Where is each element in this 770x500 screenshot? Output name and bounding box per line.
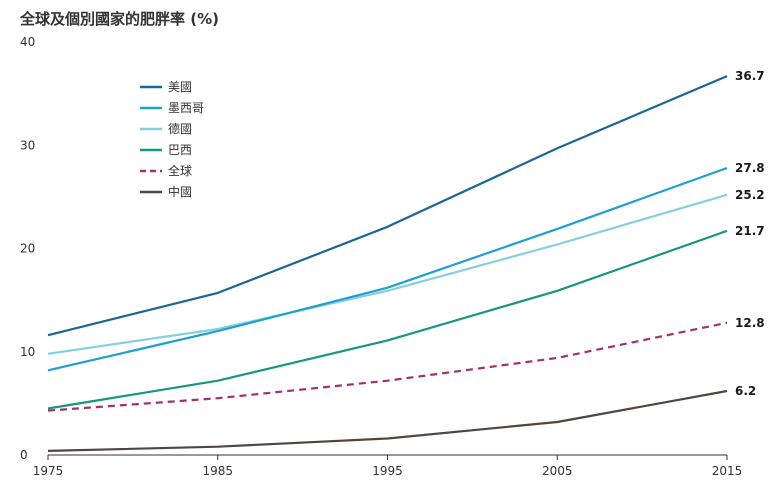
end-value-label: 36.7: [735, 69, 765, 83]
y-tick-label: 40: [20, 35, 35, 49]
series-line: [47, 193, 728, 355]
end-value-label: 21.7: [735, 224, 765, 238]
legend-label: 巴西: [168, 143, 192, 157]
series-line: [47, 321, 728, 412]
y-tick-label: 20: [20, 242, 35, 256]
series-line: [47, 229, 728, 410]
x-tick-label: 1985: [202, 464, 233, 478]
series-line: [47, 166, 728, 372]
series-line: [47, 389, 728, 452]
x-tick-label: 1995: [372, 464, 403, 478]
legend-label: 美國: [168, 80, 192, 94]
end-value-label: 27.8: [735, 161, 765, 175]
x-tick-label: 2005: [542, 464, 573, 478]
legend-label: 德國: [168, 121, 192, 136]
legend-label: 墨西哥: [168, 101, 204, 115]
end-value-label: 6.2: [735, 384, 756, 398]
chart-title: 全球及個別國家的肥胖率 (%): [20, 10, 219, 28]
x-tick-label: 1975: [33, 464, 64, 478]
legend-label: 中國: [168, 184, 192, 199]
end-value-label: 12.8: [735, 316, 765, 330]
end-value-label: 25.2: [735, 188, 765, 202]
y-tick-label: 30: [20, 138, 35, 152]
x-tick-label: 2015: [712, 464, 743, 478]
legend-label: 全球: [168, 163, 192, 178]
series-line: [47, 75, 728, 337]
y-tick-label: 10: [20, 345, 35, 359]
y-tick-label: 0: [20, 448, 28, 462]
